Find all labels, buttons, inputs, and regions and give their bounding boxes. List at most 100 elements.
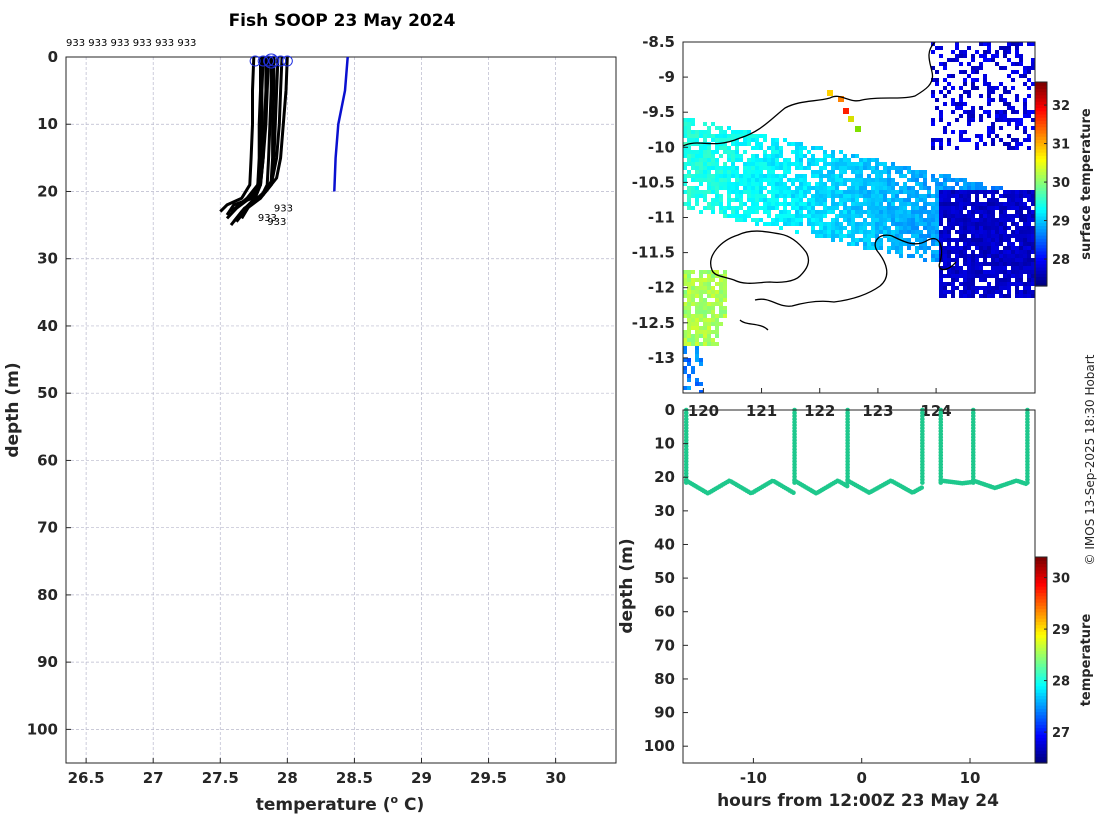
sst-cell xyxy=(935,106,939,110)
coastline-north xyxy=(683,42,936,147)
sst-cell xyxy=(1003,278,1007,282)
sst-cell xyxy=(955,254,959,258)
sst-cell xyxy=(991,290,995,294)
sst-cell xyxy=(703,298,707,302)
sst-cell xyxy=(999,238,1003,242)
sst-cell xyxy=(691,134,695,138)
sst-cell xyxy=(991,274,995,278)
sst-cell xyxy=(1015,94,1019,98)
sst-cell xyxy=(959,230,963,234)
sst-cell xyxy=(695,198,699,202)
temperature-colorbar-band xyxy=(1035,727,1047,732)
sst-cell xyxy=(871,222,875,226)
sst-cell xyxy=(1023,214,1027,218)
sst-cell xyxy=(839,150,843,154)
sst-cell xyxy=(1011,106,1015,110)
sst-cell xyxy=(959,94,963,98)
sst-cell xyxy=(951,110,955,114)
sst-cell xyxy=(739,190,743,194)
sst-cell xyxy=(799,222,803,226)
sst-cell xyxy=(767,202,771,206)
sst-cell xyxy=(791,214,795,218)
sst-cell xyxy=(1027,114,1031,118)
sst-cell xyxy=(1031,290,1035,294)
sst-cell xyxy=(983,286,987,290)
sst-cell xyxy=(875,170,879,174)
sst-cell xyxy=(939,274,943,278)
sst-cell xyxy=(963,270,967,274)
sst-cell xyxy=(979,274,983,278)
sst-cell xyxy=(887,198,891,202)
sst-cell xyxy=(855,242,859,246)
sst-cell xyxy=(907,198,911,202)
sst-cell xyxy=(1031,294,1035,298)
sst-colorbar-tick-label: 32 xyxy=(1052,99,1070,114)
sst-cell xyxy=(683,314,687,318)
sst-cell xyxy=(967,74,971,78)
sst-cell xyxy=(939,118,943,122)
sst-cell xyxy=(703,302,707,306)
sst-cell xyxy=(695,178,699,182)
sst-cell xyxy=(883,230,887,234)
sst-cell xyxy=(935,190,939,194)
sst-cell xyxy=(691,286,695,290)
sst-cell xyxy=(879,246,883,250)
sst-cell xyxy=(723,130,727,134)
sst-cell xyxy=(1023,270,1027,274)
sst-cell xyxy=(715,134,719,138)
sst-cell xyxy=(971,118,975,122)
sst-cell xyxy=(915,170,919,174)
sst-cell xyxy=(1011,198,1015,202)
sst-cell xyxy=(999,118,1003,122)
sst-cell xyxy=(995,134,999,138)
sst-cell xyxy=(703,314,707,318)
sst-colorbar-band xyxy=(1035,129,1047,134)
sst-cell xyxy=(967,122,971,126)
sst-cell xyxy=(723,278,727,282)
sst-cell xyxy=(991,98,995,102)
sst-cell xyxy=(1023,70,1027,74)
sst-cell xyxy=(979,294,983,298)
sst-cell xyxy=(987,282,991,286)
sst-cell xyxy=(943,62,947,66)
sst-cell xyxy=(971,82,975,86)
sst-cell xyxy=(1019,226,1023,230)
sst-cell xyxy=(983,274,987,278)
sst-cell xyxy=(827,190,831,194)
sst-cell xyxy=(927,222,931,226)
sst-cell xyxy=(687,158,691,162)
sst-cell xyxy=(975,262,979,266)
sst-cell xyxy=(699,282,703,286)
sst-cell xyxy=(979,66,983,70)
depth-time-point xyxy=(920,480,925,485)
sst-cell xyxy=(755,134,759,138)
sst-cell xyxy=(1007,202,1011,206)
sst-cell xyxy=(1023,282,1027,286)
sst-cell xyxy=(999,270,1003,274)
sst-cell xyxy=(987,242,991,246)
sst-cell xyxy=(731,130,735,134)
sst-cell xyxy=(747,214,751,218)
sst-cell xyxy=(747,170,751,174)
sst-cell xyxy=(995,202,999,206)
sst-cell xyxy=(879,218,883,222)
sst-cell xyxy=(967,270,971,274)
sst-cell xyxy=(771,218,775,222)
sst-cell xyxy=(835,186,839,190)
sst-cell xyxy=(1023,258,1027,262)
sst-cell xyxy=(835,182,839,186)
sst-cell xyxy=(683,126,687,130)
sst-cell xyxy=(963,78,967,82)
sst-cell xyxy=(931,50,935,54)
sst-cell xyxy=(1023,250,1027,254)
sst-cell xyxy=(723,306,727,310)
sst-cell xyxy=(879,210,883,214)
sst-cell xyxy=(959,54,963,58)
sst-cell xyxy=(963,130,967,134)
sst-cell xyxy=(755,198,759,202)
sst-cell xyxy=(939,182,943,186)
sst-cell xyxy=(839,214,843,218)
sst-cell xyxy=(939,294,943,298)
sst-cell xyxy=(819,178,823,182)
sst-cell xyxy=(959,270,963,274)
